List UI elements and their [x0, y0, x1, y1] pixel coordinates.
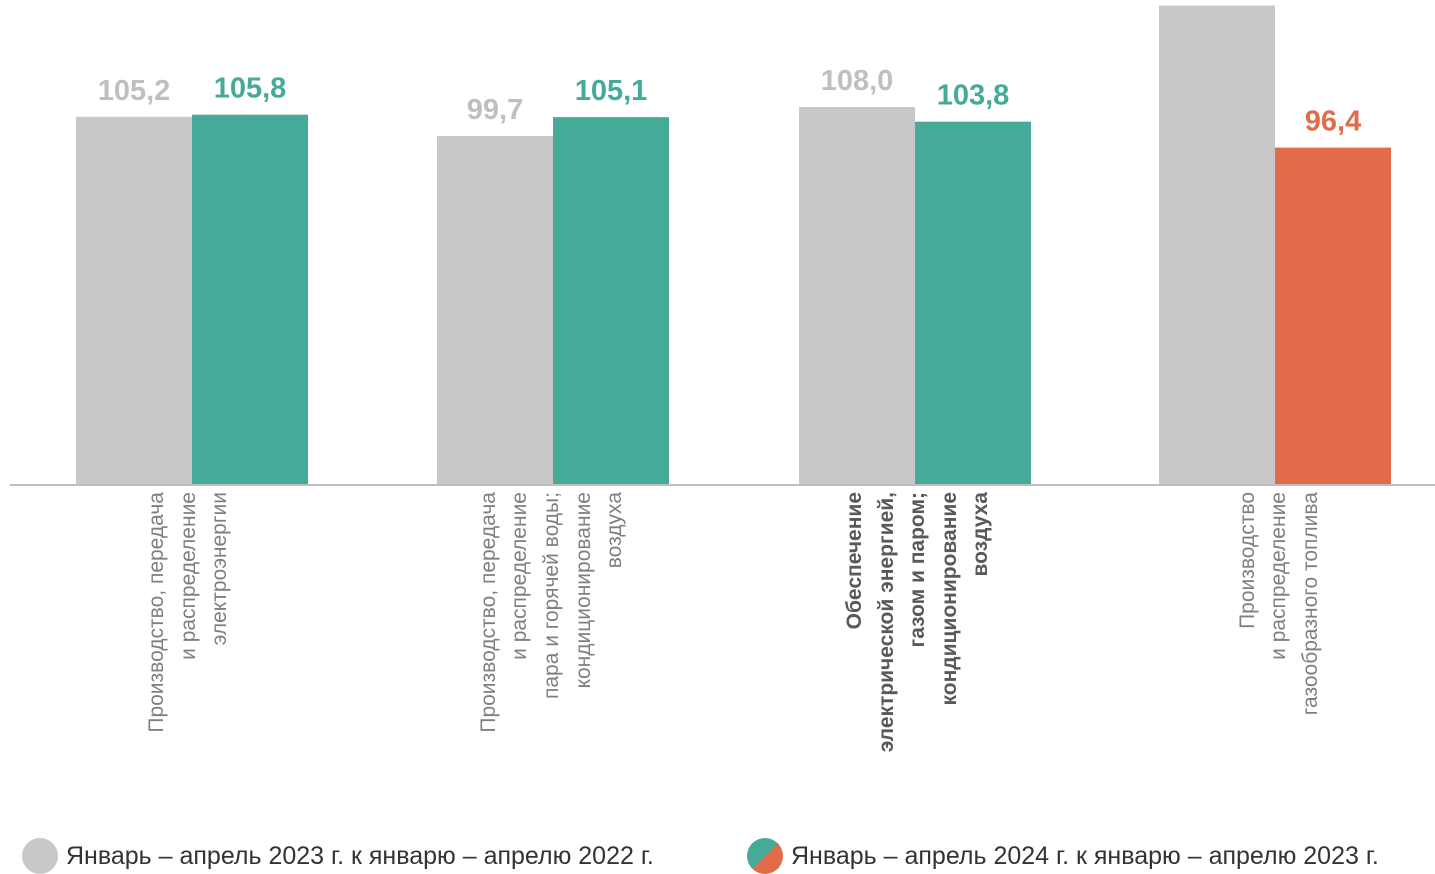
legend-swatch-green-red	[747, 838, 783, 874]
legend-item-series-2: Январь – апрель 2024 г. к январю – апрел…	[747, 838, 1379, 874]
bar-series-1-4	[1159, 5, 1275, 485]
category-label-2-line-4: кондиционирование	[572, 492, 595, 688]
bar-series-1-1	[76, 116, 192, 486]
category-label-2-line-1: Производство, передача	[477, 492, 500, 733]
value-label-series-2-3: 103,8	[937, 80, 1010, 112]
category-label-3-line-3: газом и паром;	[906, 492, 929, 648]
category-label-1-line-2: и распределение	[177, 492, 200, 660]
category-labels-group: Производство, передача и распределение эле…	[145, 492, 1322, 753]
category-label-2-line-2: и распределение	[508, 492, 531, 660]
bar-series-2-4	[1275, 147, 1391, 485]
category-label-1-line-1: Производство, передача	[145, 492, 168, 733]
legend-label-series-2: Январь – апрель 2024 г. к январю – апрел…	[791, 841, 1379, 870]
value-label-series-1-3: 108,0	[821, 65, 894, 97]
value-label-series-1-1: 105,2	[98, 75, 171, 107]
category-label-3-line-1: Обеспечение	[843, 492, 866, 629]
bar-series-1-2	[437, 136, 553, 486]
bars-group	[76, 5, 1391, 486]
bar-series-2-2	[553, 117, 669, 486]
category-label-3-line-4: кондиционирование	[938, 492, 961, 705]
category-label-2-line-5: воздуха	[603, 492, 626, 569]
legend-label-series-1: Январь – апрель 2023 г. к январю – апрел…	[66, 841, 654, 870]
category-label-3-line-5: воздуха	[969, 492, 992, 577]
bar-series-1-3	[799, 107, 915, 485]
legend-item-series-1: Январь – апрель 2023 г. к январю – апрел…	[22, 838, 654, 874]
category-label-4-line-2: и распределение	[1267, 492, 1290, 660]
value-label-series-2-1: 105,8	[214, 73, 287, 105]
category-label-3-line-2: электрической энергией,	[875, 492, 898, 752]
bar-series-2-3	[915, 121, 1031, 485]
value-label-series-2-4: 96,4	[1305, 106, 1361, 138]
category-label-4-line-1: Производство	[1236, 492, 1259, 629]
category-label-4-line-3: газообразного топлива	[1299, 492, 1322, 715]
category-label-2-line-3: пара и горячей воды;	[540, 492, 563, 699]
value-label-series-2-2: 105,1	[575, 75, 648, 107]
category-label-1-line-3: электроэнергии	[208, 492, 231, 645]
bar-series-2-1	[192, 114, 308, 485]
legend-swatch-grey	[22, 838, 58, 874]
value-label-series-1-2: 99,7	[467, 94, 523, 126]
